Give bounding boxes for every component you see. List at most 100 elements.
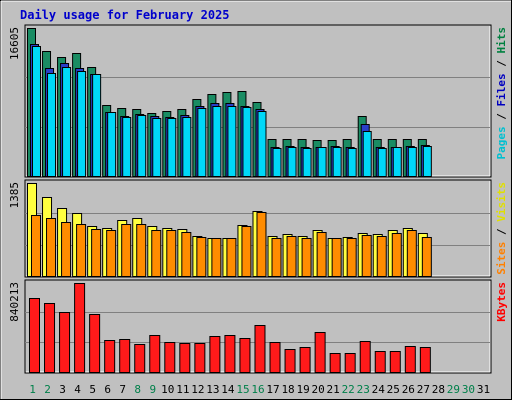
legend-entry: Hits: [495, 27, 508, 54]
bar-pages-day-24: [377, 148, 387, 177]
legend-entry: Pages: [495, 126, 508, 159]
bar-pages-day-17: [272, 148, 282, 177]
bar-pages-day-20: [317, 147, 327, 177]
bar-sites-day-16: [256, 212, 267, 277]
bar-pages-day-2: [47, 73, 57, 177]
bar-sites-day-26: [406, 230, 417, 277]
bar-pages-day-14: [227, 106, 237, 177]
bar-pages-day-8: [137, 115, 147, 177]
bar-pages-day-1: [32, 46, 41, 177]
x-tick-label: 12: [191, 383, 204, 396]
bar-pages-day-6: [107, 112, 117, 177]
panel-hits-files-pages: 16605 Pages / Files / Hits: [8, 24, 508, 178]
bar-pages-day-7: [122, 117, 132, 177]
x-tick-label: 4: [74, 383, 81, 396]
bar-sites-day-14: [226, 238, 237, 277]
bar-kbytes-day-16: [254, 325, 266, 373]
x-tick-label: 14: [221, 383, 235, 396]
bar-kbytes-day-23: [359, 341, 371, 373]
x-tick-label: 24: [372, 383, 386, 396]
bar-sites-day-12: [196, 237, 207, 277]
x-tick-label: 26: [402, 383, 415, 396]
x-tick-label: 22: [342, 383, 355, 396]
bar-pages-day-15: [242, 107, 252, 177]
bar-sites-day-24: [376, 236, 387, 277]
x-tick-label: 6: [104, 383, 111, 396]
bar-sites-day-9: [151, 230, 162, 277]
bar-pages-day-27: [422, 146, 432, 177]
bar-pages-day-25: [392, 147, 402, 177]
bar-kbytes-day-24: [374, 351, 386, 373]
x-tick-label: 15: [236, 383, 249, 396]
x-tick-label: 3: [59, 383, 66, 396]
bar-pages-day-19: [302, 148, 312, 177]
series-pages: [32, 46, 432, 177]
bar-kbytes-day-20: [314, 332, 326, 373]
axis-max-label: 1385: [8, 182, 21, 209]
bar-pages-day-4: [77, 71, 87, 177]
bar-pages-day-5: [92, 74, 102, 177]
x-tick-label: 7: [119, 383, 126, 396]
bar-sites-day-5: [91, 229, 102, 277]
x-tick-label: 18: [281, 383, 294, 396]
bar-kbytes-day-11: [179, 343, 191, 373]
bar-pages-day-3: [62, 67, 72, 177]
x-tick-label: 10: [161, 383, 174, 396]
bar-sites-day-10: [166, 230, 177, 277]
bar-sites-day-17: [271, 238, 282, 277]
bar-kbytes-day-5: [89, 314, 101, 373]
bar-sites-day-2: [46, 218, 57, 277]
bar-kbytes-day-2: [44, 303, 56, 373]
bar-sites-day-27: [421, 237, 432, 277]
bar-pages-day-18: [287, 147, 297, 177]
series-sites: [31, 212, 432, 277]
bar-pages-day-26: [407, 147, 417, 177]
x-tick-label: 19: [296, 383, 309, 396]
x-tick-label: 31: [477, 383, 490, 396]
x-tick-label: 11: [176, 383, 189, 396]
bar-kbytes-day-12: [194, 343, 206, 373]
legend-entry: /: [495, 222, 508, 242]
axis-max-label: 840213: [8, 282, 21, 322]
bar-pages-day-12: [197, 108, 207, 177]
bar-kbytes-day-22: [344, 353, 356, 373]
bar-sites-day-15: [241, 226, 252, 277]
legend-entry: Files: [495, 73, 508, 106]
bar-sites-day-13: [211, 238, 222, 277]
bar-kbytes-day-21: [329, 353, 341, 373]
panel-visits-sites: 1385 Sites / Visits: [8, 179, 508, 278]
legend-entry: /: [495, 107, 508, 127]
bar-sites-day-6: [106, 230, 117, 277]
bar-sites-day-19: [301, 238, 312, 277]
bar-pages-day-21: [332, 147, 342, 177]
bar-sites-day-1: [31, 215, 41, 277]
series-kbytes: [29, 283, 431, 373]
axis-max-label: 16605: [8, 27, 21, 60]
x-tick-label: 25: [387, 383, 400, 396]
bar-kbytes-day-9: [149, 335, 161, 373]
x-tick-label: 29: [447, 383, 460, 396]
legend: Sites / Visits: [495, 182, 508, 275]
bar-kbytes-day-15: [239, 338, 251, 373]
bar-sites-day-8: [136, 224, 147, 277]
x-tick-label: 9: [149, 383, 156, 396]
bar-kbytes-day-26: [404, 346, 416, 373]
legend: Pages / Files / Hits: [495, 27, 508, 160]
x-tick-label: 5: [89, 383, 96, 396]
bar-pages-day-11: [182, 117, 192, 177]
bar-pages-day-16: [257, 111, 267, 177]
bar-pages-day-10: [167, 118, 177, 177]
bar-kbytes-day-13: [209, 336, 221, 373]
bar-kbytes-day-25: [389, 351, 401, 373]
bar-pages-day-23: [362, 131, 372, 177]
x-tick-label: 2: [44, 383, 51, 396]
legend-entry: /: [495, 54, 508, 74]
x-tick-label: 28: [432, 383, 445, 396]
bar-sites-day-23: [361, 235, 372, 277]
bar-kbytes-day-7: [119, 339, 131, 373]
bar-sites-day-20: [316, 232, 327, 277]
x-tick-label: 20: [312, 383, 325, 396]
bar-kbytes-day-1: [29, 298, 40, 373]
bar-kbytes-day-17: [269, 342, 281, 373]
